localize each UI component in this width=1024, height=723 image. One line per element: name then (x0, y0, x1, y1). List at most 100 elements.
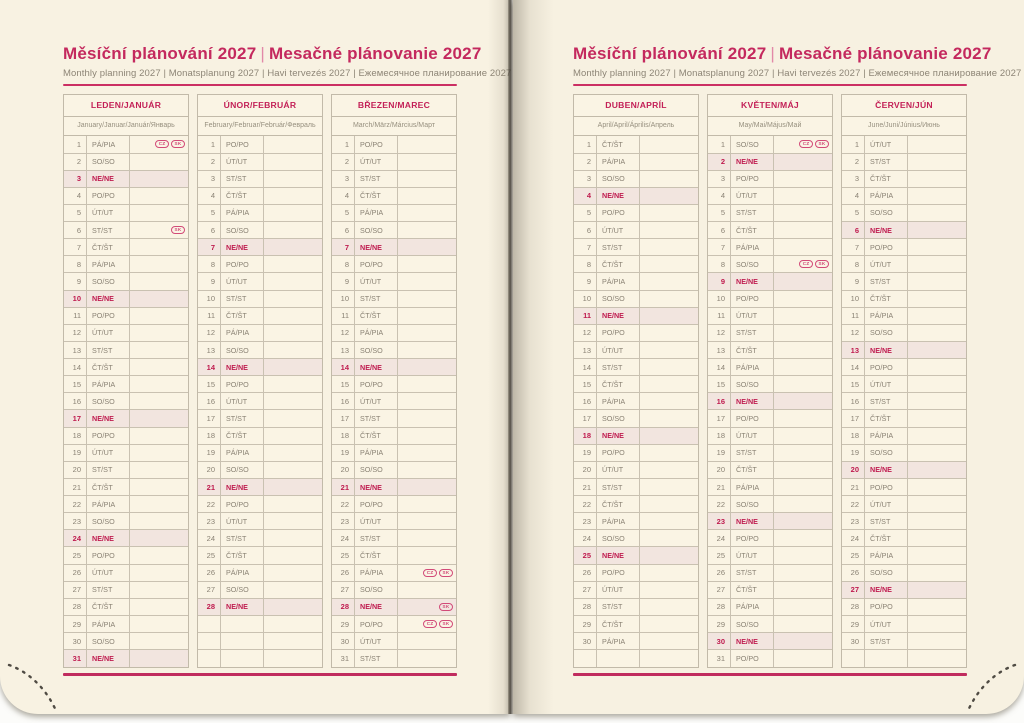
day-row: 27 NE/NE (842, 581, 966, 599)
notes-cell (774, 273, 832, 289)
notes-cell (264, 342, 322, 358)
day-row: 18 NE/NE (574, 427, 698, 445)
notes-cell (130, 376, 188, 392)
day-of-week-label: ČT/ŠT (221, 547, 264, 564)
day-row: 10 ST/ST (198, 290, 322, 308)
notes-cell (774, 239, 832, 255)
day-of-week-label: PÁ/PIA (597, 513, 640, 530)
day-number: 29 (574, 616, 597, 633)
day-row: 2 ÚT/UT (198, 153, 322, 171)
notes-cell (774, 188, 832, 204)
day-row: 14 NE/NE (332, 359, 456, 377)
day-number: 28 (574, 598, 597, 615)
month-day-grid: 1 SO/SO CZ SK 2 NE/NE 3 PO/PO 4 ÚT/UT 5 ST/ST 6 ČT/ŠT… (708, 136, 832, 668)
day-number: 2 (198, 153, 221, 170)
day-number: 10 (198, 290, 221, 307)
day-row: 4 ČT/ŠT (198, 187, 322, 205)
day-number: 20 (842, 461, 865, 478)
notes-cell (264, 410, 322, 426)
notes-cell (908, 496, 966, 512)
day-of-week-label: PO/PO (87, 187, 130, 204)
day-number: 23 (708, 513, 731, 530)
day-row: 23 ST/ST (842, 513, 966, 531)
day-number: 21 (574, 478, 597, 496)
day-number (198, 650, 221, 668)
day-row: 20 ST/ST (64, 461, 188, 479)
day-of-week-label: ST/ST (87, 222, 130, 239)
day-number: 3 (708, 170, 731, 187)
day-number: 21 (198, 478, 221, 496)
day-of-week-label: NE/NE (731, 153, 774, 170)
day-number: 11 (64, 307, 87, 324)
day-of-week-label: NE/NE (87, 530, 130, 547)
day-of-week-label: SO/SO (731, 616, 774, 633)
notes-cell (398, 154, 456, 170)
month-translations-label: April/April/Április/Апрель (574, 117, 698, 137)
day-number: 11 (574, 307, 597, 324)
month-table: KVĚTEN/MÁJ May/Mai/Május/Май 1 SO/SO CZ SK 2 NE… (707, 94, 833, 669)
months-row: DUBEN/APRÍL April/April/Április/Апрель 1 ČT… (573, 94, 967, 669)
notes-cell (640, 547, 698, 563)
day-number: 19 (64, 444, 87, 461)
notes-cell (130, 496, 188, 512)
month-day-grid: 1 ČT/ŠT 2 PÁ/PIA 3 SO/SO 4 NE/NE 5 PO/PO 6 ÚT/UT 7 ST… (574, 136, 698, 668)
day-of-week-label: NE/NE (865, 461, 908, 478)
day-of-week-label: ST/ST (865, 393, 908, 410)
day-row: 3 ST/ST (198, 170, 322, 188)
day-row: 13 SO/SO (332, 341, 456, 360)
day-row: 15 PO/PO (332, 376, 456, 394)
day-row: 16 SO/SO (64, 393, 188, 411)
notes-cell (264, 376, 322, 392)
day-of-week-label: NE/NE (865, 341, 908, 359)
notes-cell (264, 393, 322, 409)
day-of-week-label: PO/PO (731, 410, 774, 427)
day-row: 19 PO/PO (574, 444, 698, 462)
day-of-week-label: NE/NE (597, 307, 640, 324)
day-number: 23 (64, 513, 87, 530)
day-number: 2 (64, 153, 87, 170)
notes-cell (264, 308, 322, 324)
day-of-week-label: SO/SO (355, 341, 398, 359)
day-number: 25 (574, 547, 597, 564)
day-of-week-label: SO/SO (87, 273, 130, 290)
day-number: 22 (708, 496, 731, 513)
day-number: 22 (64, 496, 87, 513)
day-of-week-label: PO/PO (865, 598, 908, 615)
notes-cell (908, 513, 966, 529)
day-of-week-label: ÚT/UT (87, 564, 130, 581)
notes-cell (264, 582, 322, 598)
day-of-week-label: PÁ/PIA (865, 547, 908, 564)
day-of-week-label: ČT/ŠT (865, 410, 908, 427)
month-table: DUBEN/APRÍL April/April/Április/Апрель 1 ČT… (573, 94, 699, 669)
day-row: 13 NE/NE (842, 341, 966, 360)
day-of-week-label: ÚT/UT (865, 496, 908, 513)
day-of-week-label: PÁ/PIA (597, 633, 640, 650)
notes-cell (908, 445, 966, 461)
day-row: 11 ČT/ŠT (198, 307, 322, 325)
day-of-week-label: NE/NE (731, 513, 774, 530)
day-number: 5 (842, 204, 865, 222)
day-number: 14 (64, 359, 87, 376)
day-row: 16 PÁ/PIA (574, 393, 698, 411)
notes-cell (130, 342, 188, 358)
day-of-week-label: ÚT/UT (865, 376, 908, 393)
notes-cell (398, 256, 456, 272)
notes-cell (640, 462, 698, 478)
day-number: 9 (198, 273, 221, 290)
day-of-week-label: PO/PO (221, 136, 264, 153)
day-number: 21 (332, 478, 355, 496)
day-number: 12 (708, 324, 731, 341)
day-number: 22 (842, 496, 865, 513)
day-number: 10 (842, 290, 865, 307)
day-number: 1 (842, 136, 865, 153)
day-of-week-label: PO/PO (87, 427, 130, 444)
day-row: 5 ÚT/UT (64, 204, 188, 223)
day-of-week-label: ÚT/UT (597, 581, 640, 598)
month-table: ČERVEN/JÚN June/Juni/Június/Июнь 1 ÚT/UT 2 ST… (841, 94, 967, 669)
day-of-week-label: PO/PO (355, 376, 398, 393)
day-row: 26 ÚT/UT (64, 564, 188, 582)
day-of-week-label: PO/PO (597, 204, 640, 222)
day-row: 12 PO/PO (574, 324, 698, 342)
notes-cell (908, 428, 966, 444)
day-number: 19 (708, 444, 731, 461)
